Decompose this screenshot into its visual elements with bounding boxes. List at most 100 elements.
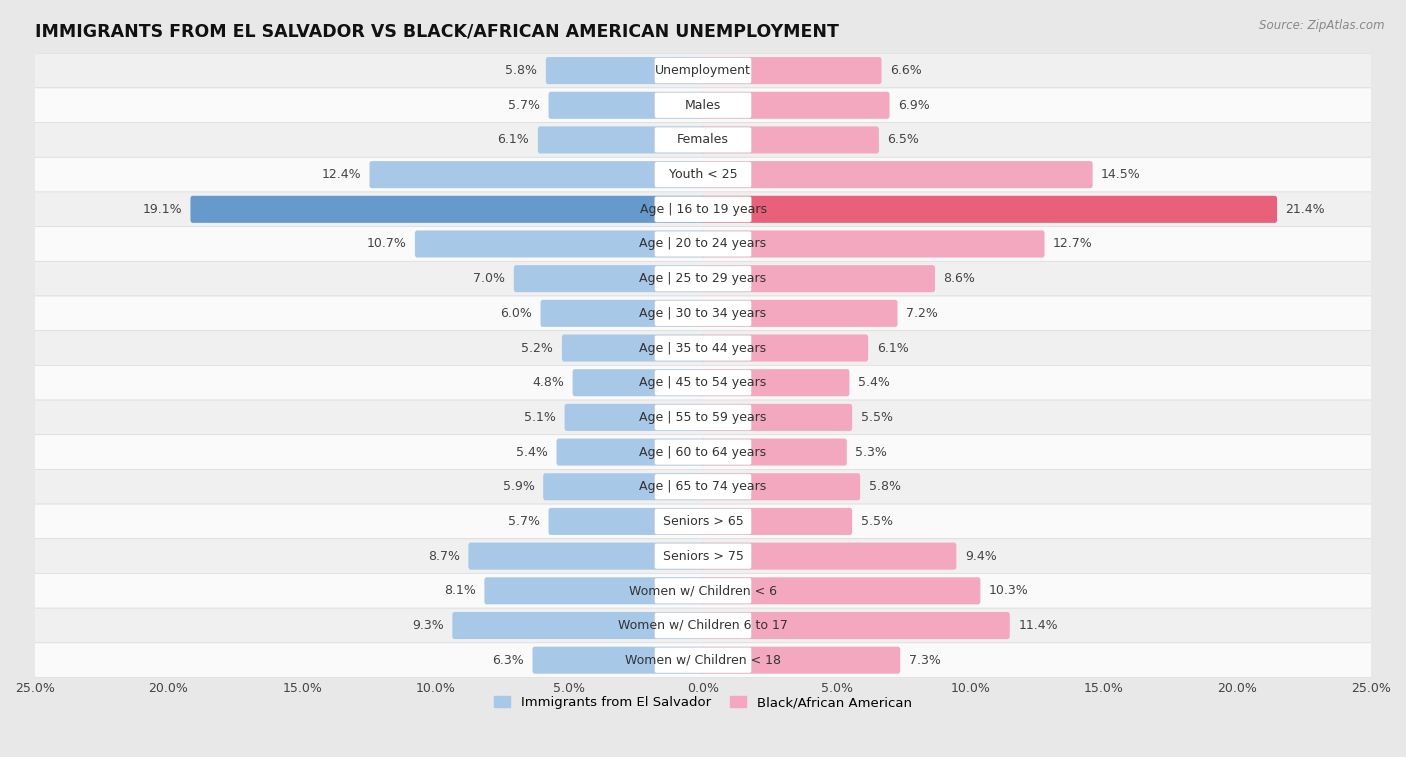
Text: Females: Females (678, 133, 728, 146)
Text: 19.1%: 19.1% (142, 203, 181, 216)
FancyBboxPatch shape (557, 438, 706, 466)
FancyBboxPatch shape (485, 578, 706, 604)
Text: Age | 65 to 74 years: Age | 65 to 74 years (640, 480, 766, 494)
FancyBboxPatch shape (700, 438, 846, 466)
FancyBboxPatch shape (572, 369, 706, 396)
FancyBboxPatch shape (700, 578, 980, 604)
FancyBboxPatch shape (655, 509, 751, 534)
FancyBboxPatch shape (700, 126, 879, 154)
FancyBboxPatch shape (34, 469, 1372, 504)
FancyBboxPatch shape (548, 508, 706, 535)
Text: Women w/ Children < 18: Women w/ Children < 18 (626, 654, 780, 667)
FancyBboxPatch shape (655, 58, 751, 83)
FancyBboxPatch shape (700, 404, 852, 431)
FancyBboxPatch shape (562, 335, 706, 362)
FancyBboxPatch shape (655, 404, 751, 430)
FancyBboxPatch shape (546, 57, 706, 84)
FancyBboxPatch shape (700, 196, 1277, 223)
FancyBboxPatch shape (655, 231, 751, 257)
Text: 5.4%: 5.4% (516, 446, 548, 459)
Text: Youth < 25: Youth < 25 (669, 168, 737, 181)
FancyBboxPatch shape (655, 544, 751, 569)
FancyBboxPatch shape (533, 646, 706, 674)
FancyBboxPatch shape (655, 578, 751, 603)
Text: 5.7%: 5.7% (508, 515, 540, 528)
Text: 5.7%: 5.7% (508, 98, 540, 112)
Text: 8.1%: 8.1% (444, 584, 475, 597)
Text: 9.4%: 9.4% (965, 550, 997, 562)
Text: 6.9%: 6.9% (898, 98, 929, 112)
FancyBboxPatch shape (468, 543, 706, 570)
FancyBboxPatch shape (700, 300, 897, 327)
Text: 4.8%: 4.8% (531, 376, 564, 389)
Text: 6.0%: 6.0% (501, 307, 531, 320)
Text: 7.2%: 7.2% (905, 307, 938, 320)
FancyBboxPatch shape (655, 474, 751, 500)
Text: 14.5%: 14.5% (1101, 168, 1140, 181)
Text: 5.3%: 5.3% (855, 446, 887, 459)
Text: 5.8%: 5.8% (869, 480, 901, 494)
FancyBboxPatch shape (540, 300, 706, 327)
FancyBboxPatch shape (655, 370, 751, 396)
FancyBboxPatch shape (34, 331, 1372, 366)
FancyBboxPatch shape (655, 197, 751, 222)
FancyBboxPatch shape (700, 230, 1045, 257)
FancyBboxPatch shape (34, 435, 1372, 469)
Text: Unemployment: Unemployment (655, 64, 751, 77)
Text: 6.1%: 6.1% (498, 133, 529, 146)
Text: 11.4%: 11.4% (1018, 619, 1057, 632)
Text: 7.3%: 7.3% (908, 654, 941, 667)
FancyBboxPatch shape (700, 473, 860, 500)
Text: 6.3%: 6.3% (492, 654, 524, 667)
FancyBboxPatch shape (34, 574, 1372, 608)
FancyBboxPatch shape (34, 123, 1372, 157)
FancyBboxPatch shape (655, 335, 751, 361)
FancyBboxPatch shape (655, 92, 751, 118)
Text: 12.4%: 12.4% (322, 168, 361, 181)
FancyBboxPatch shape (700, 335, 868, 362)
Text: 5.2%: 5.2% (522, 341, 554, 354)
Text: 7.0%: 7.0% (474, 273, 505, 285)
FancyBboxPatch shape (543, 473, 706, 500)
Text: 12.7%: 12.7% (1053, 238, 1092, 251)
FancyBboxPatch shape (34, 192, 1372, 226)
Text: 5.1%: 5.1% (524, 411, 555, 424)
FancyBboxPatch shape (655, 301, 751, 326)
Text: 5.9%: 5.9% (503, 480, 534, 494)
Text: 9.3%: 9.3% (412, 619, 444, 632)
Text: Seniors > 65: Seniors > 65 (662, 515, 744, 528)
FancyBboxPatch shape (34, 53, 1372, 88)
FancyBboxPatch shape (34, 261, 1372, 296)
Text: Age | 20 to 24 years: Age | 20 to 24 years (640, 238, 766, 251)
FancyBboxPatch shape (700, 265, 935, 292)
FancyBboxPatch shape (34, 226, 1372, 261)
Text: 6.6%: 6.6% (890, 64, 922, 77)
Text: Age | 25 to 29 years: Age | 25 to 29 years (640, 273, 766, 285)
FancyBboxPatch shape (370, 161, 706, 188)
FancyBboxPatch shape (513, 265, 706, 292)
FancyBboxPatch shape (34, 400, 1372, 435)
FancyBboxPatch shape (700, 161, 1092, 188)
Text: IMMIGRANTS FROM EL SALVADOR VS BLACK/AFRICAN AMERICAN UNEMPLOYMENT: IMMIGRANTS FROM EL SALVADOR VS BLACK/AFR… (35, 23, 839, 41)
Text: Age | 45 to 54 years: Age | 45 to 54 years (640, 376, 766, 389)
FancyBboxPatch shape (655, 439, 751, 465)
FancyBboxPatch shape (34, 366, 1372, 400)
Text: 6.5%: 6.5% (887, 133, 920, 146)
FancyBboxPatch shape (415, 230, 706, 257)
Text: 8.6%: 8.6% (943, 273, 976, 285)
FancyBboxPatch shape (700, 508, 852, 535)
FancyBboxPatch shape (700, 369, 849, 396)
Text: Women w/ Children 6 to 17: Women w/ Children 6 to 17 (619, 619, 787, 632)
FancyBboxPatch shape (34, 504, 1372, 539)
FancyBboxPatch shape (700, 57, 882, 84)
Text: Age | 60 to 64 years: Age | 60 to 64 years (640, 446, 766, 459)
Text: Males: Males (685, 98, 721, 112)
FancyBboxPatch shape (655, 266, 751, 291)
FancyBboxPatch shape (34, 608, 1372, 643)
FancyBboxPatch shape (548, 92, 706, 119)
FancyBboxPatch shape (34, 88, 1372, 123)
Text: 5.8%: 5.8% (505, 64, 537, 77)
FancyBboxPatch shape (34, 539, 1372, 574)
FancyBboxPatch shape (700, 543, 956, 570)
FancyBboxPatch shape (190, 196, 706, 223)
